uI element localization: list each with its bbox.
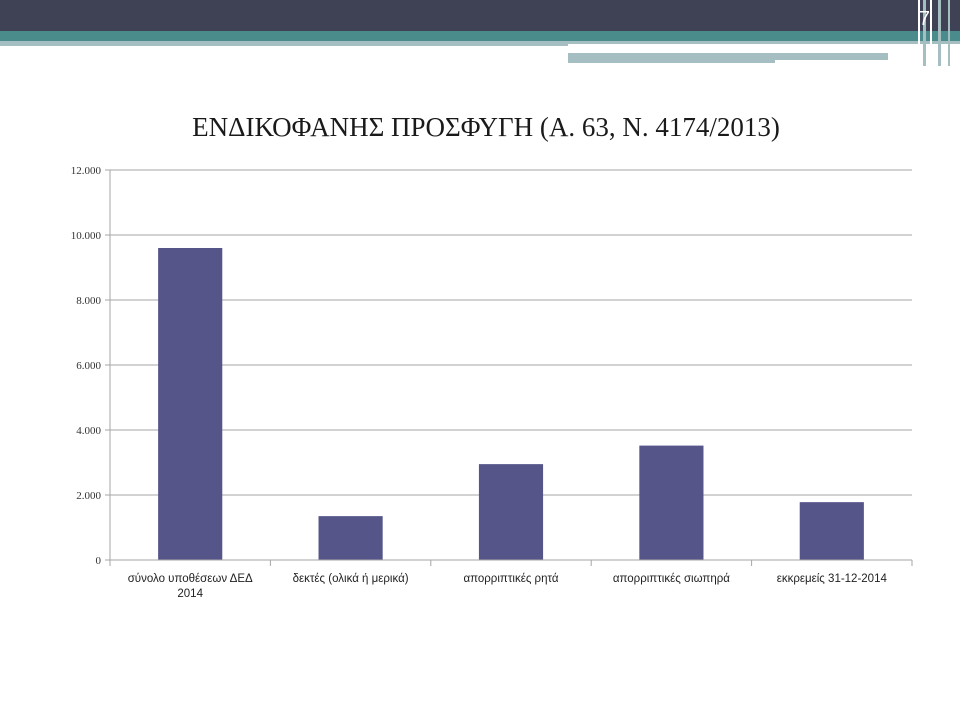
y-axis: 0 2.000 4.000 6.000 8.000 10.000 12.000	[71, 165, 111, 567]
chart-title: ΕΝΔΙΚΟΦΑΝΗΣ ΠΡΟΣΦΥΓΗ (Α. 63, Ν. 4174/201…	[192, 112, 780, 142]
x-category-label: δεκτές (ολικά ή μερικά)	[293, 573, 409, 585]
y-tick-label: 12.000	[71, 165, 102, 177]
y-tick-label: 2.000	[76, 490, 101, 502]
slide-header-decoration	[0, 0, 960, 66]
header-white-line	[568, 48, 888, 51]
y-tick-label: 8.000	[76, 295, 101, 307]
bar	[478, 464, 544, 560]
bar	[799, 502, 864, 560]
bar	[318, 516, 383, 560]
bar	[158, 248, 223, 560]
x-category-label: σύνολο υποθέσεων ΔΕΔ 2014	[128, 573, 253, 600]
header-teal-band	[0, 31, 960, 41]
y-tick-label: 6.000	[76, 360, 101, 372]
header-divider-line	[918, 0, 920, 66]
header-divider-line	[930, 0, 932, 66]
slide-number: 7	[918, 8, 930, 30]
x-axis: σύνολο υποθέσεων ΔΕΔ 2014 δεκτές (ολικά ή …	[109, 559, 913, 600]
header-divider-line	[923, 0, 926, 66]
y-tick-label: 4.000	[76, 425, 101, 437]
header-dark-band	[0, 0, 960, 31]
x-category-label: απορριπτικές σιωπηρά	[613, 573, 730, 585]
chart-bars	[158, 248, 864, 560]
x-category-label: εκκρεμείς 31-12-2014	[777, 573, 888, 585]
header-white-line	[775, 60, 890, 63]
header-divider-line	[948, 0, 950, 66]
header-light-band	[568, 53, 888, 63]
y-tick-label: 0	[96, 555, 102, 567]
x-category-label: απορριπτικές ρητά	[463, 573, 558, 585]
header-light-band	[0, 41, 568, 46]
bar	[639, 445, 704, 560]
header-divider-line	[938, 0, 941, 66]
header-light-band	[568, 41, 960, 44]
y-tick-label: 10.000	[71, 230, 102, 242]
